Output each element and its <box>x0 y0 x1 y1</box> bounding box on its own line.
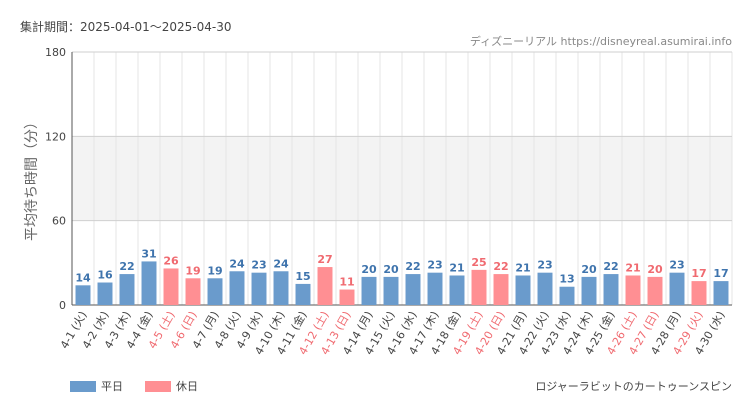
data-label: 15 <box>295 270 310 283</box>
data-label: 23 <box>427 259 442 272</box>
bar <box>97 282 113 305</box>
y-tick-label: 120 <box>45 130 66 143</box>
data-label: 16 <box>97 269 113 282</box>
collection-period: 集計期間：2025-04-01～2025-04-30 <box>20 20 232 34</box>
data-label: 27 <box>317 253 332 266</box>
data-label: 22 <box>603 260 618 273</box>
data-label: 20 <box>647 263 663 276</box>
attraction-name: ロジャーラビットのカートゥーンスピン <box>535 380 732 393</box>
bar <box>295 283 311 305</box>
data-label: 26 <box>163 254 179 267</box>
bars <box>75 261 729 305</box>
legend-item-weekday[interactable]: 平日 <box>70 378 123 394</box>
bar <box>163 268 179 305</box>
legend-label-weekday: 平日 <box>101 380 123 393</box>
data-label: 21 <box>515 261 530 274</box>
data-label: 22 <box>405 260 420 273</box>
data-label: 24 <box>229 257 245 270</box>
bar <box>427 272 443 305</box>
bar <box>361 276 377 305</box>
y-axis: 0 60 120 180 <box>45 46 73 312</box>
data-label: 23 <box>251 259 266 272</box>
data-label: 20 <box>581 263 597 276</box>
site-credit[interactable]: ディズニーリアル https://disneyreal.asumirai.inf… <box>469 35 732 48</box>
y-axis-title: 平均待ち時間（分） <box>24 115 40 241</box>
data-label: 14 <box>75 271 91 284</box>
bar <box>625 275 641 305</box>
legend-item-holiday[interactable]: 休日 <box>145 378 198 394</box>
data-label: 19 <box>207 264 222 277</box>
y-tick-label: 180 <box>45 46 66 59</box>
bar <box>185 278 201 305</box>
bar <box>273 271 289 305</box>
legend-label-holiday: 休日 <box>176 380 198 393</box>
bar <box>713 281 729 305</box>
bar <box>317 267 333 305</box>
bar <box>515 275 531 305</box>
data-label: 23 <box>537 259 552 272</box>
data-label: 17 <box>691 267 706 280</box>
data-label: 25 <box>471 256 486 269</box>
legend: 平日 休日 <box>70 378 198 394</box>
y-tick-label: 0 <box>59 299 66 312</box>
bar <box>537 272 553 305</box>
data-label: 19 <box>185 264 200 277</box>
bar <box>119 274 135 305</box>
data-label: 22 <box>119 260 134 273</box>
bar <box>493 274 509 305</box>
bar <box>251 272 267 305</box>
bar <box>383 276 399 305</box>
bar <box>75 285 91 305</box>
bar <box>449 275 465 305</box>
data-labels: 14 16 22 31 26 19 19 24 23 24 15 27 11 20 20 22 23 21 25 22… <box>75 247 728 288</box>
data-label: 11 <box>339 276 354 289</box>
bar <box>669 272 685 305</box>
bar <box>229 271 245 305</box>
data-label: 13 <box>559 273 574 286</box>
legend-swatch-weekday <box>70 380 96 392</box>
data-label: 21 <box>449 261 464 274</box>
bar <box>581 276 597 305</box>
data-label: 24 <box>273 257 289 270</box>
bar <box>405 274 421 305</box>
data-label: 17 <box>713 267 728 280</box>
grid-lines <box>71 51 733 306</box>
bar <box>647 276 663 305</box>
x-axis: 4-1 (火)4-2 (水)4-3 (木)4-4 (金)4-5 (土)4-6 (… <box>58 309 728 358</box>
data-label: 22 <box>493 260 508 273</box>
bar <box>141 261 157 305</box>
bar <box>339 289 355 305</box>
data-label: 20 <box>361 263 377 276</box>
data-label: 21 <box>625 261 640 274</box>
y-tick-label: 60 <box>52 215 66 228</box>
data-label: 31 <box>141 247 156 260</box>
legend-swatch-holiday <box>145 380 171 392</box>
data-label: 23 <box>669 259 684 272</box>
bar <box>603 274 619 305</box>
data-label: 20 <box>383 263 399 276</box>
bar <box>559 286 575 305</box>
bar <box>471 269 487 305</box>
bar <box>207 278 223 305</box>
bar <box>691 281 707 305</box>
